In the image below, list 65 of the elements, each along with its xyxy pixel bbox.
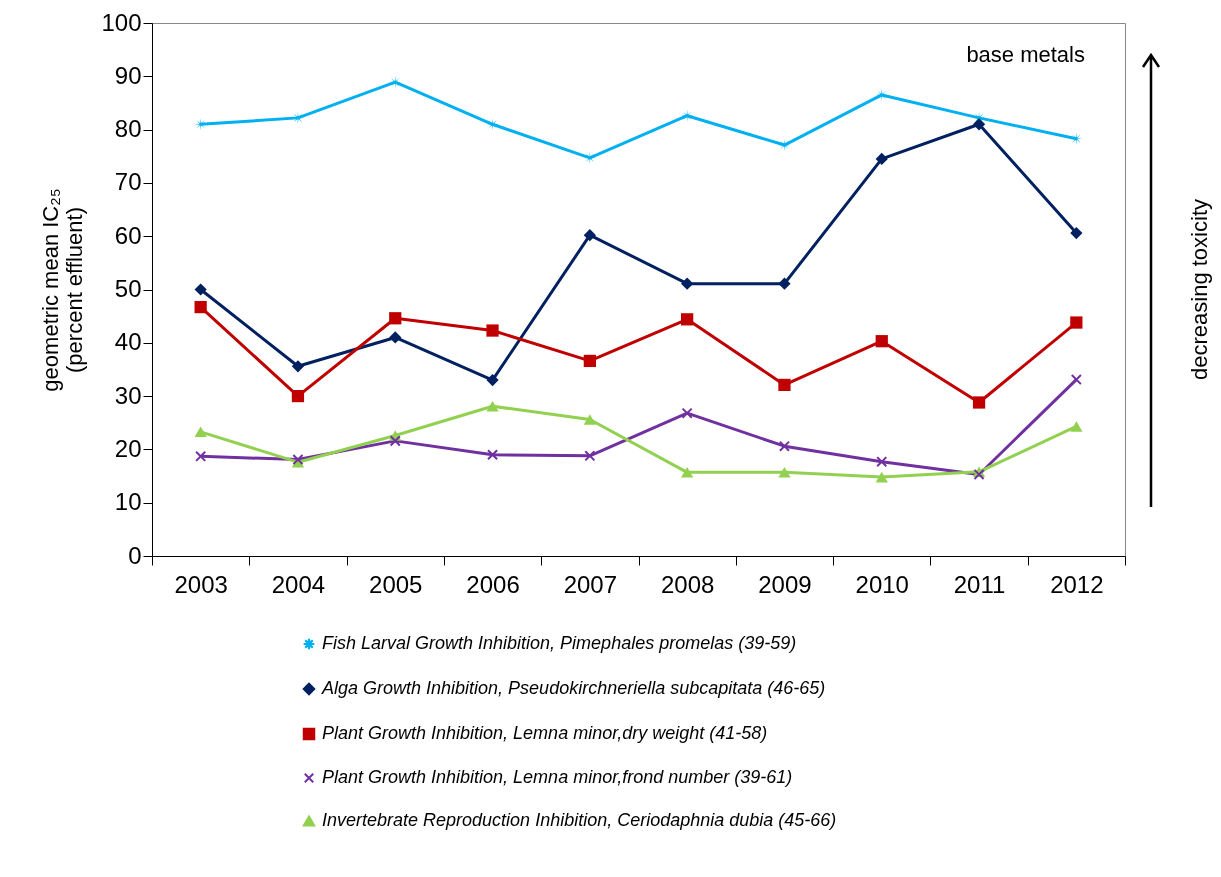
point xyxy=(486,324,499,337)
point xyxy=(778,277,791,290)
point xyxy=(875,471,888,483)
point xyxy=(972,118,986,131)
x-tick-label: 2009 xyxy=(758,570,812,598)
point xyxy=(1070,421,1083,432)
x-tick-label: 2006 xyxy=(466,570,520,598)
y-tick-label: 20 xyxy=(114,434,142,462)
y-axis-title: geometric mean IC₂₅ (percent effluent) xyxy=(38,188,88,392)
y-tick-label: 60 xyxy=(114,221,142,249)
point xyxy=(681,277,694,290)
y-tick-label: 70 xyxy=(114,168,142,196)
point xyxy=(389,435,401,447)
legend-label: Fish Larval Growth Inhibition, Pimephales promelas (39-59) xyxy=(322,633,797,653)
legend-label: Alga Growth Inhibition, Pseudokirchneriella subcapitata (46-65) xyxy=(321,678,826,698)
point xyxy=(875,335,888,348)
point xyxy=(195,450,207,462)
point xyxy=(778,440,791,452)
point xyxy=(486,373,499,387)
x-tick-label: 2008 xyxy=(660,570,715,598)
point xyxy=(584,450,596,462)
point xyxy=(194,300,207,314)
point xyxy=(876,456,888,468)
point xyxy=(681,407,693,419)
point xyxy=(1070,316,1083,329)
point xyxy=(875,152,888,166)
annotation: base metals xyxy=(966,42,1085,67)
point xyxy=(389,331,402,344)
point xyxy=(486,449,499,461)
x-tick-label: 2004 xyxy=(271,570,326,598)
point xyxy=(389,312,402,325)
x-tick-label: 2005 xyxy=(369,570,423,598)
legend-label: Plant Growth Inhibition, Lemna minor,frond number (39-61) xyxy=(322,767,793,787)
x-tick-label: 2010 xyxy=(855,570,909,598)
point xyxy=(194,426,207,438)
point xyxy=(194,283,207,296)
point xyxy=(972,396,986,409)
point xyxy=(486,118,499,131)
point xyxy=(583,414,596,425)
point xyxy=(291,389,305,403)
y-tick-label: 90 xyxy=(114,61,142,89)
point xyxy=(486,400,499,412)
text: decreasing toxicity xyxy=(1187,199,1212,380)
y-tick-label: 0 xyxy=(128,541,142,569)
y-tick-label: 50 xyxy=(114,275,142,302)
point xyxy=(681,467,694,478)
x-tick-label: 2007 xyxy=(563,570,618,598)
point xyxy=(778,378,791,392)
legend-label: Invertebrate Reproduction Inhibition, Ceriodaphnia dubia (45-66) xyxy=(322,810,837,830)
y-tick-label: 40 xyxy=(114,328,142,356)
legend-label: Plant Growth Inhibition, Lemna minor,dry weight (41-58) xyxy=(322,723,768,743)
x-tick-label: 2012 xyxy=(1050,570,1104,598)
point xyxy=(583,229,596,242)
point xyxy=(291,360,305,373)
y-tick-label: 80 xyxy=(114,115,142,143)
point xyxy=(1070,374,1082,386)
y-tick-label: 30 xyxy=(114,381,142,409)
point xyxy=(1070,226,1083,240)
point xyxy=(681,313,694,326)
point xyxy=(583,354,596,368)
y-tick-label: 100 xyxy=(101,8,142,36)
y-tick-label: 10 xyxy=(114,488,142,516)
x-tick-label: 2003 xyxy=(174,570,228,598)
point xyxy=(778,467,791,478)
x-tick-label: 2011 xyxy=(953,570,1006,598)
